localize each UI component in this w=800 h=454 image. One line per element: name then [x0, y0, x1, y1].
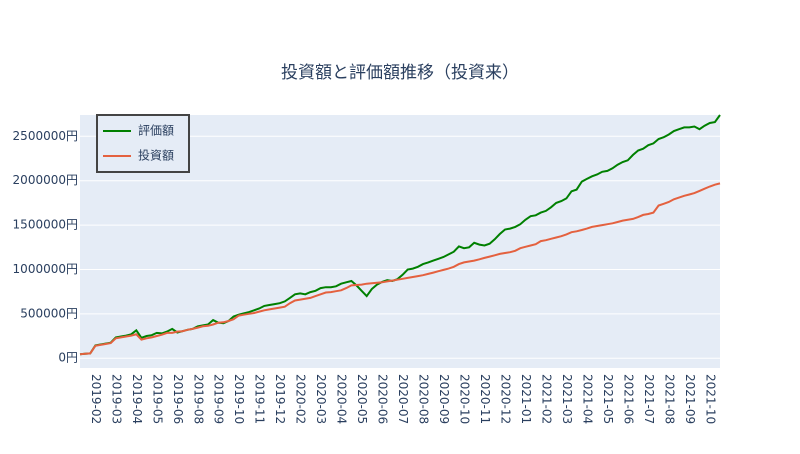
x-tick-label: 2020-02 [294, 374, 308, 424]
x-tick-label: 2019-09 [212, 374, 226, 424]
x-tick-label: 2020-11 [478, 374, 492, 424]
x-tick-label: 2020-04 [335, 374, 349, 424]
chart-title: 投資額と評価額推移（投資来） [281, 63, 519, 83]
y-tick-label: 500000円 [20, 306, 78, 320]
x-tick-label: 2019-02 [89, 374, 103, 424]
legend-label: 投資額 [138, 148, 174, 163]
x-tick-label: 2019-04 [130, 374, 144, 424]
y-tick-label: 1000000円 [13, 262, 78, 276]
x-tick-label: 2020-03 [314, 374, 328, 424]
y-tick-label: 2000000円 [13, 173, 78, 187]
x-tick-label: 2020-10 [458, 374, 472, 424]
y-tick-label: 0円 [58, 351, 78, 365]
x-tick-label: 2020-06 [376, 374, 390, 424]
x-tick-label: 2019-03 [109, 374, 123, 424]
x-tick-label: 2021-09 [683, 374, 697, 424]
x-tick-label: 2021-03 [560, 374, 574, 424]
x-tick-label: 2021-07 [642, 374, 656, 424]
x-tick-label: 2021-06 [621, 374, 635, 424]
legend-box [96, 114, 190, 173]
x-tick-label: 2019-08 [191, 374, 205, 424]
x-tick-label: 2019-10 [232, 374, 246, 424]
x-tick-label: 2019-12 [273, 374, 287, 424]
legend-label: 評価額 [138, 123, 174, 138]
x-tick-label: 2021-05 [601, 374, 615, 424]
x-tick-label: 2019-06 [171, 374, 185, 424]
x-tick-label: 2021-04 [580, 374, 594, 424]
x-tick-label: 2019-05 [150, 374, 164, 424]
y-tick-label: 1500000円 [13, 218, 78, 232]
x-tick-label: 2021-01 [519, 374, 533, 424]
series-line [79, 182, 721, 356]
x-tick-label: 2020-05 [355, 374, 369, 424]
x-tick-label: 2020-08 [417, 374, 431, 424]
x-tick-label: 2020-09 [437, 374, 451, 424]
x-tick-label: 2021-08 [662, 374, 676, 424]
x-tick-label: 2020-07 [396, 374, 410, 424]
x-tick-label: 2021-10 [703, 374, 717, 424]
x-tick-label: 2020-12 [498, 374, 512, 424]
x-tick-label: 2021-02 [539, 374, 553, 424]
x-tick-label: 2019-11 [253, 374, 267, 424]
y-tick-label: 2500000円 [13, 129, 78, 143]
